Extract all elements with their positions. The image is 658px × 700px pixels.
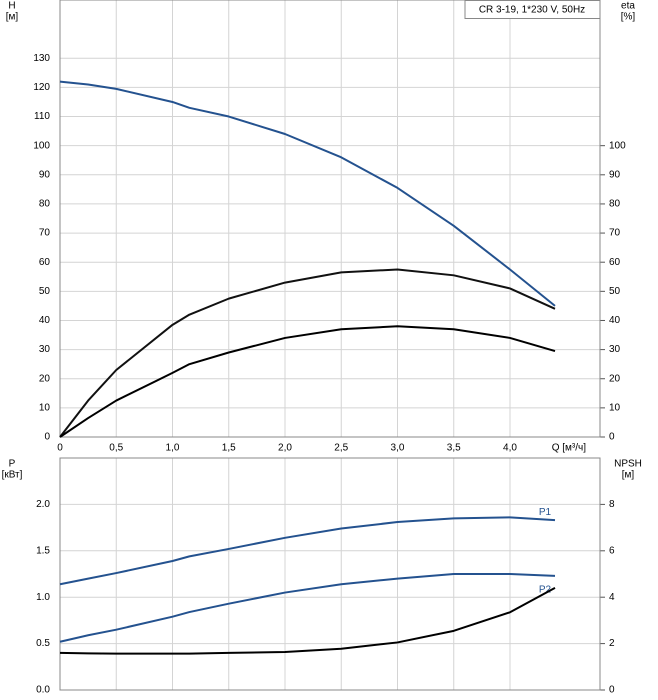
- curve: [59, 80, 556, 307]
- plot-frame: [59, 457, 601, 691]
- x-tick-label: 0,5: [109, 443, 123, 454]
- y-tick-label: 120: [33, 82, 50, 93]
- curve-label: P1: [539, 507, 552, 518]
- y-tick-label: 80: [39, 199, 51, 210]
- y2-axis-label: [%]: [621, 12, 636, 23]
- x-tick-label: 3,5: [447, 443, 461, 454]
- y2-tick-label: 40: [609, 315, 621, 326]
- curve-label: P2: [539, 584, 552, 595]
- y-axis-label: P: [9, 459, 16, 470]
- y2-tick-label: 4: [609, 592, 615, 603]
- y2-tick-label: 90: [609, 169, 621, 180]
- y-tick-label: 1.0: [36, 592, 50, 603]
- y-tick-label: 60: [39, 257, 51, 268]
- y-tick-label: 0.5: [36, 638, 50, 649]
- y-tick-label: 10: [39, 403, 51, 414]
- y-tick-label: 0: [44, 432, 50, 443]
- y-tick-label: 100: [33, 140, 50, 151]
- x-tick-label: 4,0: [503, 443, 517, 454]
- y-tick-label: 110: [34, 111, 50, 122]
- y2-tick-label: 2: [609, 638, 615, 649]
- y2-tick-label: 0: [609, 432, 615, 443]
- y2-tick-label: 50: [609, 286, 621, 297]
- x-tick-label: 3,0: [391, 443, 405, 454]
- y-tick-label: 40: [39, 315, 51, 326]
- x-tick-label: 0: [57, 443, 63, 454]
- y2-tick-label: 60: [609, 257, 621, 268]
- y2-tick-label: 70: [609, 228, 621, 239]
- plot-frame: [59, 0, 601, 438]
- x-tick-label: 2,5: [334, 443, 348, 454]
- curve: [59, 516, 556, 586]
- y-tick-label: 1.5: [36, 545, 50, 556]
- y2-axis-label: [м]: [622, 470, 635, 481]
- y2-tick-label: 100: [609, 140, 626, 151]
- y-tick-label: 30: [39, 344, 51, 355]
- y2-tick-label: 80: [609, 199, 621, 210]
- y2-tick-label: 10: [609, 403, 621, 414]
- curve: [59, 587, 556, 655]
- y-axis-label: [кВт]: [2, 470, 23, 481]
- x-tick-label: 2,0: [278, 443, 292, 454]
- y2-tick-label: 8: [609, 499, 615, 510]
- y2-tick-label: 0: [609, 685, 615, 696]
- y-axis-label: H: [8, 1, 15, 12]
- y-tick-label: 20: [39, 373, 51, 384]
- y-tick-label: 0.0: [36, 685, 50, 696]
- y-axis-label: [м]: [6, 12, 19, 23]
- curve: [59, 573, 556, 643]
- x-tick-label: 1,0: [166, 443, 180, 454]
- x-axis-label: Q [м³/ч]: [552, 443, 587, 454]
- chart-title: CR 3-19, 1*230 V, 50Hz: [479, 5, 585, 16]
- x-tick-label: 1,5: [222, 443, 236, 454]
- y2-tick-label: 20: [609, 373, 621, 384]
- y-tick-label: 2.0: [36, 499, 50, 510]
- y-tick-label: 70: [39, 228, 51, 239]
- y2-tick-label: 30: [609, 344, 621, 355]
- curve: [59, 268, 556, 438]
- y2-tick-label: 6: [609, 545, 615, 556]
- title-box: [464, 0, 601, 19]
- y2-axis-label: NPSH: [614, 459, 642, 470]
- y-tick-label: 50: [39, 286, 51, 297]
- curve: [59, 325, 556, 438]
- y-tick-label: 130: [33, 53, 50, 64]
- y2-axis-label: eta: [621, 1, 635, 12]
- y-tick-label: 90: [39, 169, 51, 180]
